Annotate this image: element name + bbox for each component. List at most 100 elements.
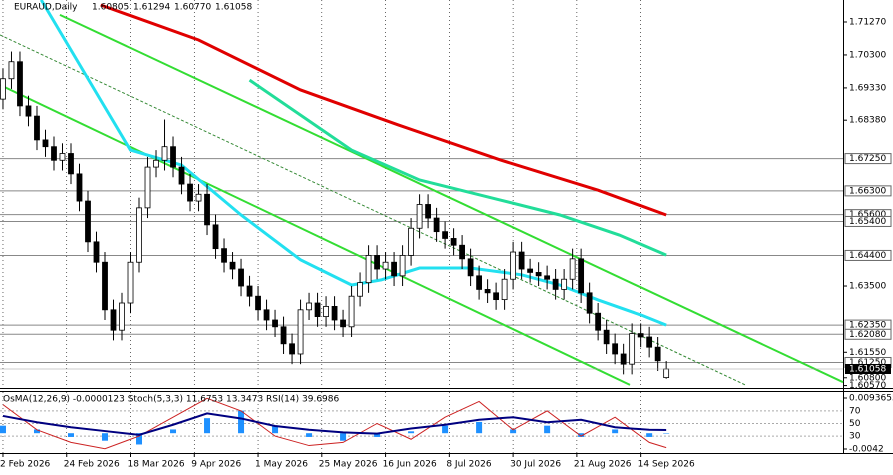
osma-bar — [170, 429, 177, 434]
candle-body — [382, 261, 389, 270]
x-tick-label: 1 May 2026 — [255, 460, 308, 470]
candle-body — [552, 278, 559, 290]
candle-body — [646, 336, 653, 348]
level-label: 1.61250 — [849, 358, 886, 368]
osma-bar — [204, 418, 211, 434]
candle-body — [467, 258, 474, 277]
candle-body — [391, 261, 397, 277]
osma-tick-label: 0.0093655 — [849, 393, 893, 403]
candle-body — [297, 309, 304, 355]
osma-bar — [0, 425, 6, 434]
stoch-line — [2, 397, 667, 450]
candle-body — [569, 258, 576, 280]
x-tick-label: 16 Jun 2026 — [383, 460, 437, 470]
candle-body — [663, 368, 670, 379]
main-pane — [0, 0, 844, 453]
x-tick-label: 24 Feb 2026 — [64, 460, 120, 470]
y-tick-label: 1.61550 — [849, 348, 886, 358]
candle-body — [501, 278, 508, 301]
trendline — [59, 13, 844, 384]
header-value: 1.61294 — [133, 3, 170, 13]
indicator-tick-label: 30 — [849, 432, 861, 442]
level-label-box — [844, 215, 892, 227]
candle-body — [229, 261, 236, 270]
osma-bar — [67, 433, 74, 437]
y-tick-label: 1.71270 — [849, 17, 886, 27]
candle-body — [365, 255, 372, 284]
rsi-line — [2, 412, 667, 436]
candle-body — [85, 200, 91, 243]
candle-body — [476, 275, 483, 290]
osma-bar — [612, 429, 619, 434]
osma-bar — [544, 425, 551, 434]
candle-body — [535, 272, 542, 277]
candle-body — [612, 343, 619, 355]
candle-body — [8, 61, 15, 80]
candle-body — [518, 251, 525, 270]
x-tick-label: 9 Apr 2026 — [191, 460, 241, 470]
osma-bar — [340, 433, 347, 441]
x-tick-label: 25 May 2026 — [319, 460, 378, 470]
candle-body — [42, 139, 49, 148]
candle-body — [425, 204, 431, 219]
candle-body — [25, 105, 32, 117]
y-tick-label: 1.60800 — [849, 373, 886, 383]
candle-body — [348, 295, 355, 328]
x-tick-label: 8 Jul 2026 — [446, 460, 491, 470]
y-tick-label: 1.70300 — [849, 50, 886, 60]
level-label: 1.65400 — [849, 217, 886, 227]
candle-body — [153, 159, 159, 168]
osma-bar — [374, 433, 381, 437]
candle-body — [493, 292, 500, 301]
osma-bar — [646, 433, 653, 437]
level-label: 1.65600 — [849, 210, 886, 220]
y-tick-label: 1.60570 — [849, 381, 886, 391]
candle-body — [272, 319, 278, 328]
candle-body — [255, 295, 261, 311]
candle-body — [59, 153, 66, 161]
level-label: 1.62080 — [849, 330, 886, 340]
indicator-label: OsMA(12,26,9) -0.0000123 Stoch(5,3,3) 11… — [3, 395, 339, 405]
candle-body — [323, 306, 329, 318]
candle-body — [544, 275, 551, 280]
candle-body — [204, 193, 210, 226]
candle-body — [416, 204, 423, 229]
candle-body — [238, 268, 244, 287]
candle-body — [442, 231, 448, 239]
x-tick-label: 2 Feb 2026 — [0, 460, 51, 470]
x-tick-label: 21 Aug 2026 — [574, 460, 632, 470]
candle-body — [102, 261, 108, 311]
candle-body — [408, 227, 414, 256]
candle-body — [119, 302, 125, 331]
candle-body — [221, 248, 227, 263]
candle-body — [578, 258, 585, 294]
candle-body — [314, 302, 321, 318]
candle-body — [510, 251, 517, 280]
osma-tick-label: -0.0042 — [849, 444, 884, 454]
candle-body — [246, 285, 253, 297]
header-value: 1.60770 — [174, 3, 211, 13]
candle-body — [527, 268, 534, 273]
level-label: 1.67250 — [849, 154, 886, 164]
chart-title: EURAUD,Daily — [14, 3, 78, 13]
osma-bar — [442, 425, 449, 434]
candle-body — [433, 217, 440, 233]
candle-body — [144, 166, 151, 209]
candle-body — [178, 166, 185, 185]
candle-body — [484, 289, 491, 294]
moving-average — [39, 0, 667, 327]
candle-body — [280, 326, 287, 345]
indicator-tick-label: 50 — [849, 419, 861, 429]
header-value: 1.61058 — [215, 3, 252, 13]
candle-body — [331, 306, 338, 321]
osma-bar — [306, 433, 313, 437]
level-label: 1.66300 — [849, 186, 886, 196]
candle-body — [620, 353, 627, 365]
indicator-tick-label: 70 — [849, 406, 861, 416]
candle-body — [459, 244, 465, 260]
header-value: 1.60805 — [92, 3, 129, 13]
y-tick-label: 1.63500 — [849, 282, 886, 292]
candle-body — [374, 255, 380, 270]
candle-body — [212, 224, 219, 250]
moving-average — [100, 3, 667, 217]
